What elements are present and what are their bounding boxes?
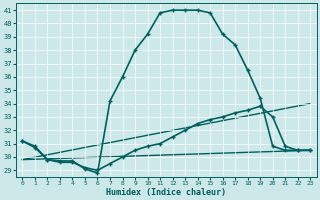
X-axis label: Humidex (Indice chaleur): Humidex (Indice chaleur)	[106, 188, 226, 197]
